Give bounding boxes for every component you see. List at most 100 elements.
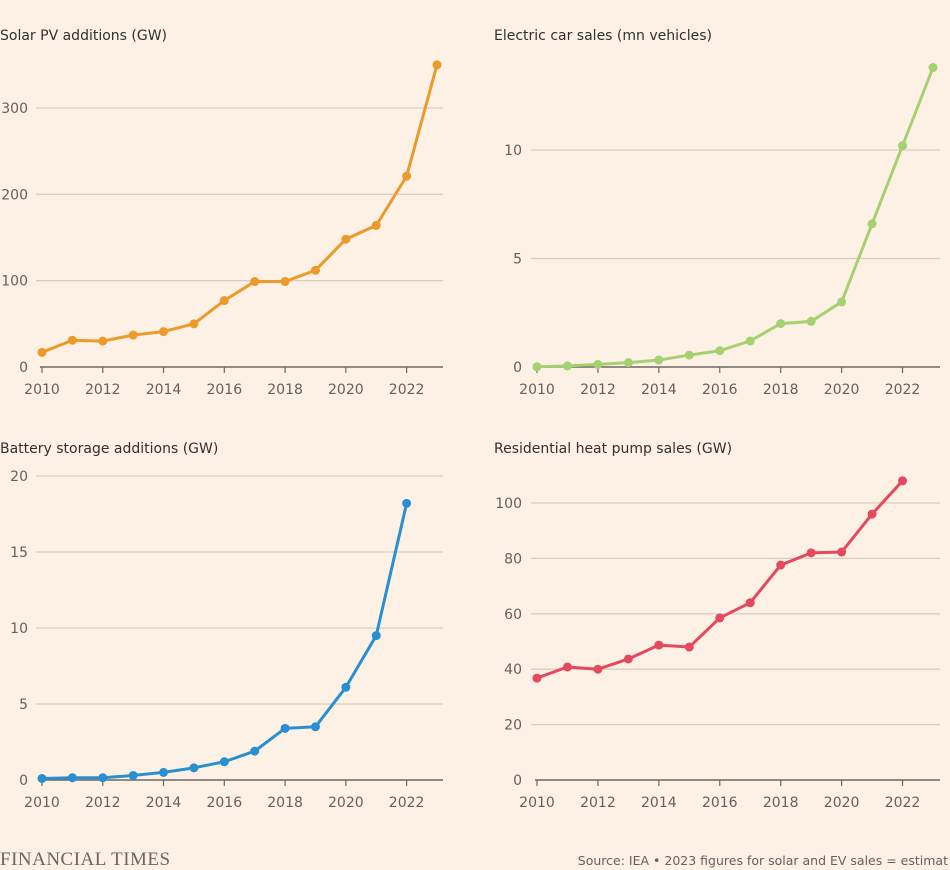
data-point xyxy=(532,673,542,683)
x-tick-label: 2022 xyxy=(389,382,425,398)
data-point xyxy=(280,277,290,287)
y-tick-label: 0 xyxy=(19,773,28,789)
subplot-title: Battery storage additions (GW) xyxy=(0,441,218,457)
data-point xyxy=(280,723,290,733)
data-point xyxy=(593,359,603,369)
data-point xyxy=(159,767,169,777)
data-point xyxy=(371,220,381,230)
data-point xyxy=(562,361,572,371)
data-point xyxy=(37,773,47,783)
data-point xyxy=(98,336,108,346)
subplot-2: Electric car sales (mn vehicles) 0 5 10 2010… xyxy=(494,28,940,398)
x-tick-label: 2010 xyxy=(24,795,60,811)
data-point xyxy=(37,347,47,357)
data-point xyxy=(250,277,260,287)
x-tick-label: 2018 xyxy=(267,382,303,398)
data-point xyxy=(867,219,877,229)
data-point xyxy=(776,319,786,329)
y-tick-label: 5 xyxy=(19,697,28,713)
x-tick-label: 2012 xyxy=(580,795,616,811)
data-point xyxy=(562,662,572,672)
y-tick-label: 300 xyxy=(1,101,28,117)
brand-logo: FINANCIAL TIMES xyxy=(0,849,171,870)
x-tick-label: 2018 xyxy=(267,795,303,811)
source-note: Source: IEA • 2023 figures for solar and… xyxy=(578,853,948,868)
y-tick-label: 10 xyxy=(504,143,522,159)
data-point xyxy=(684,642,694,652)
data-point xyxy=(593,664,603,674)
x-tick-label: 2016 xyxy=(206,795,242,811)
y-tick-label: 0 xyxy=(513,360,522,376)
data-point xyxy=(898,476,908,486)
data-point xyxy=(402,171,412,181)
data-point xyxy=(98,773,108,783)
data-point xyxy=(715,613,725,623)
data-point xyxy=(219,296,229,306)
y-tick-label: 80 xyxy=(504,551,522,567)
data-point xyxy=(67,335,77,345)
data-point xyxy=(189,319,199,329)
x-tick-label: 2022 xyxy=(885,382,921,398)
series-line xyxy=(41,503,409,780)
x-tick-label: 2010 xyxy=(24,382,60,398)
y-tick-label: 100 xyxy=(495,496,522,512)
x-tick-label: 2020 xyxy=(328,795,364,811)
x-tick-label: 2010 xyxy=(519,382,555,398)
data-point xyxy=(776,560,786,570)
x-tick-label: 2012 xyxy=(580,382,616,398)
series-line xyxy=(536,66,935,369)
x-tick-label: 2014 xyxy=(641,795,677,811)
subplot-1: Solar PV additions (GW) 0 100 200 300 2010 201… xyxy=(0,28,443,398)
data-point xyxy=(837,547,847,557)
data-point xyxy=(745,598,755,608)
x-tick-label: 2016 xyxy=(206,382,242,398)
data-point xyxy=(128,330,138,340)
x-tick-label: 2020 xyxy=(328,382,364,398)
data-point xyxy=(371,631,381,641)
x-tick-label: 2014 xyxy=(641,382,677,398)
data-point xyxy=(250,746,260,756)
series-line xyxy=(41,64,439,354)
y-tick-label: 100 xyxy=(1,274,28,290)
x-tick-label: 2010 xyxy=(519,795,555,811)
data-point xyxy=(623,654,633,664)
x-tick-label: 2020 xyxy=(824,382,860,398)
subplot-4: Residential heat pump sales (GW) 0 20 40 60 8… xyxy=(494,441,940,811)
data-point xyxy=(623,358,633,368)
data-point xyxy=(806,548,816,558)
y-tick-label: 5 xyxy=(513,252,522,268)
subplot-title: Electric car sales (mn vehicles) xyxy=(494,28,712,44)
subplot-title: Solar PV additions (GW) xyxy=(0,28,167,44)
data-point xyxy=(159,327,169,337)
data-point xyxy=(837,297,847,307)
x-tick-label: 2018 xyxy=(763,795,799,811)
y-tick-label: 10 xyxy=(10,621,28,637)
x-tick-label: 2022 xyxy=(885,795,921,811)
x-tick-label: 2014 xyxy=(146,382,182,398)
y-tick-label: 15 xyxy=(10,545,28,561)
data-point xyxy=(654,640,664,650)
y-tick-label: 200 xyxy=(1,187,28,203)
x-tick-label: 2022 xyxy=(389,795,425,811)
data-point xyxy=(867,509,877,519)
y-tick-label: 60 xyxy=(504,607,522,623)
data-point xyxy=(219,757,229,767)
x-tick-label: 2014 xyxy=(146,795,182,811)
data-point xyxy=(341,234,351,244)
x-tick-label: 2020 xyxy=(824,795,860,811)
subplot-title: Residential heat pump sales (GW) xyxy=(494,441,732,457)
y-tick-label: 0 xyxy=(19,360,28,376)
data-point xyxy=(341,682,351,692)
data-point xyxy=(310,722,320,732)
data-point xyxy=(532,362,542,372)
data-point xyxy=(189,763,199,773)
data-point xyxy=(928,63,938,73)
x-tick-label: 2018 xyxy=(763,382,799,398)
data-point xyxy=(898,141,908,151)
data-point xyxy=(684,350,694,360)
data-point xyxy=(654,355,664,365)
data-point xyxy=(806,316,816,326)
y-tick-label: 20 xyxy=(504,718,522,734)
y-tick-label: 40 xyxy=(504,662,522,678)
